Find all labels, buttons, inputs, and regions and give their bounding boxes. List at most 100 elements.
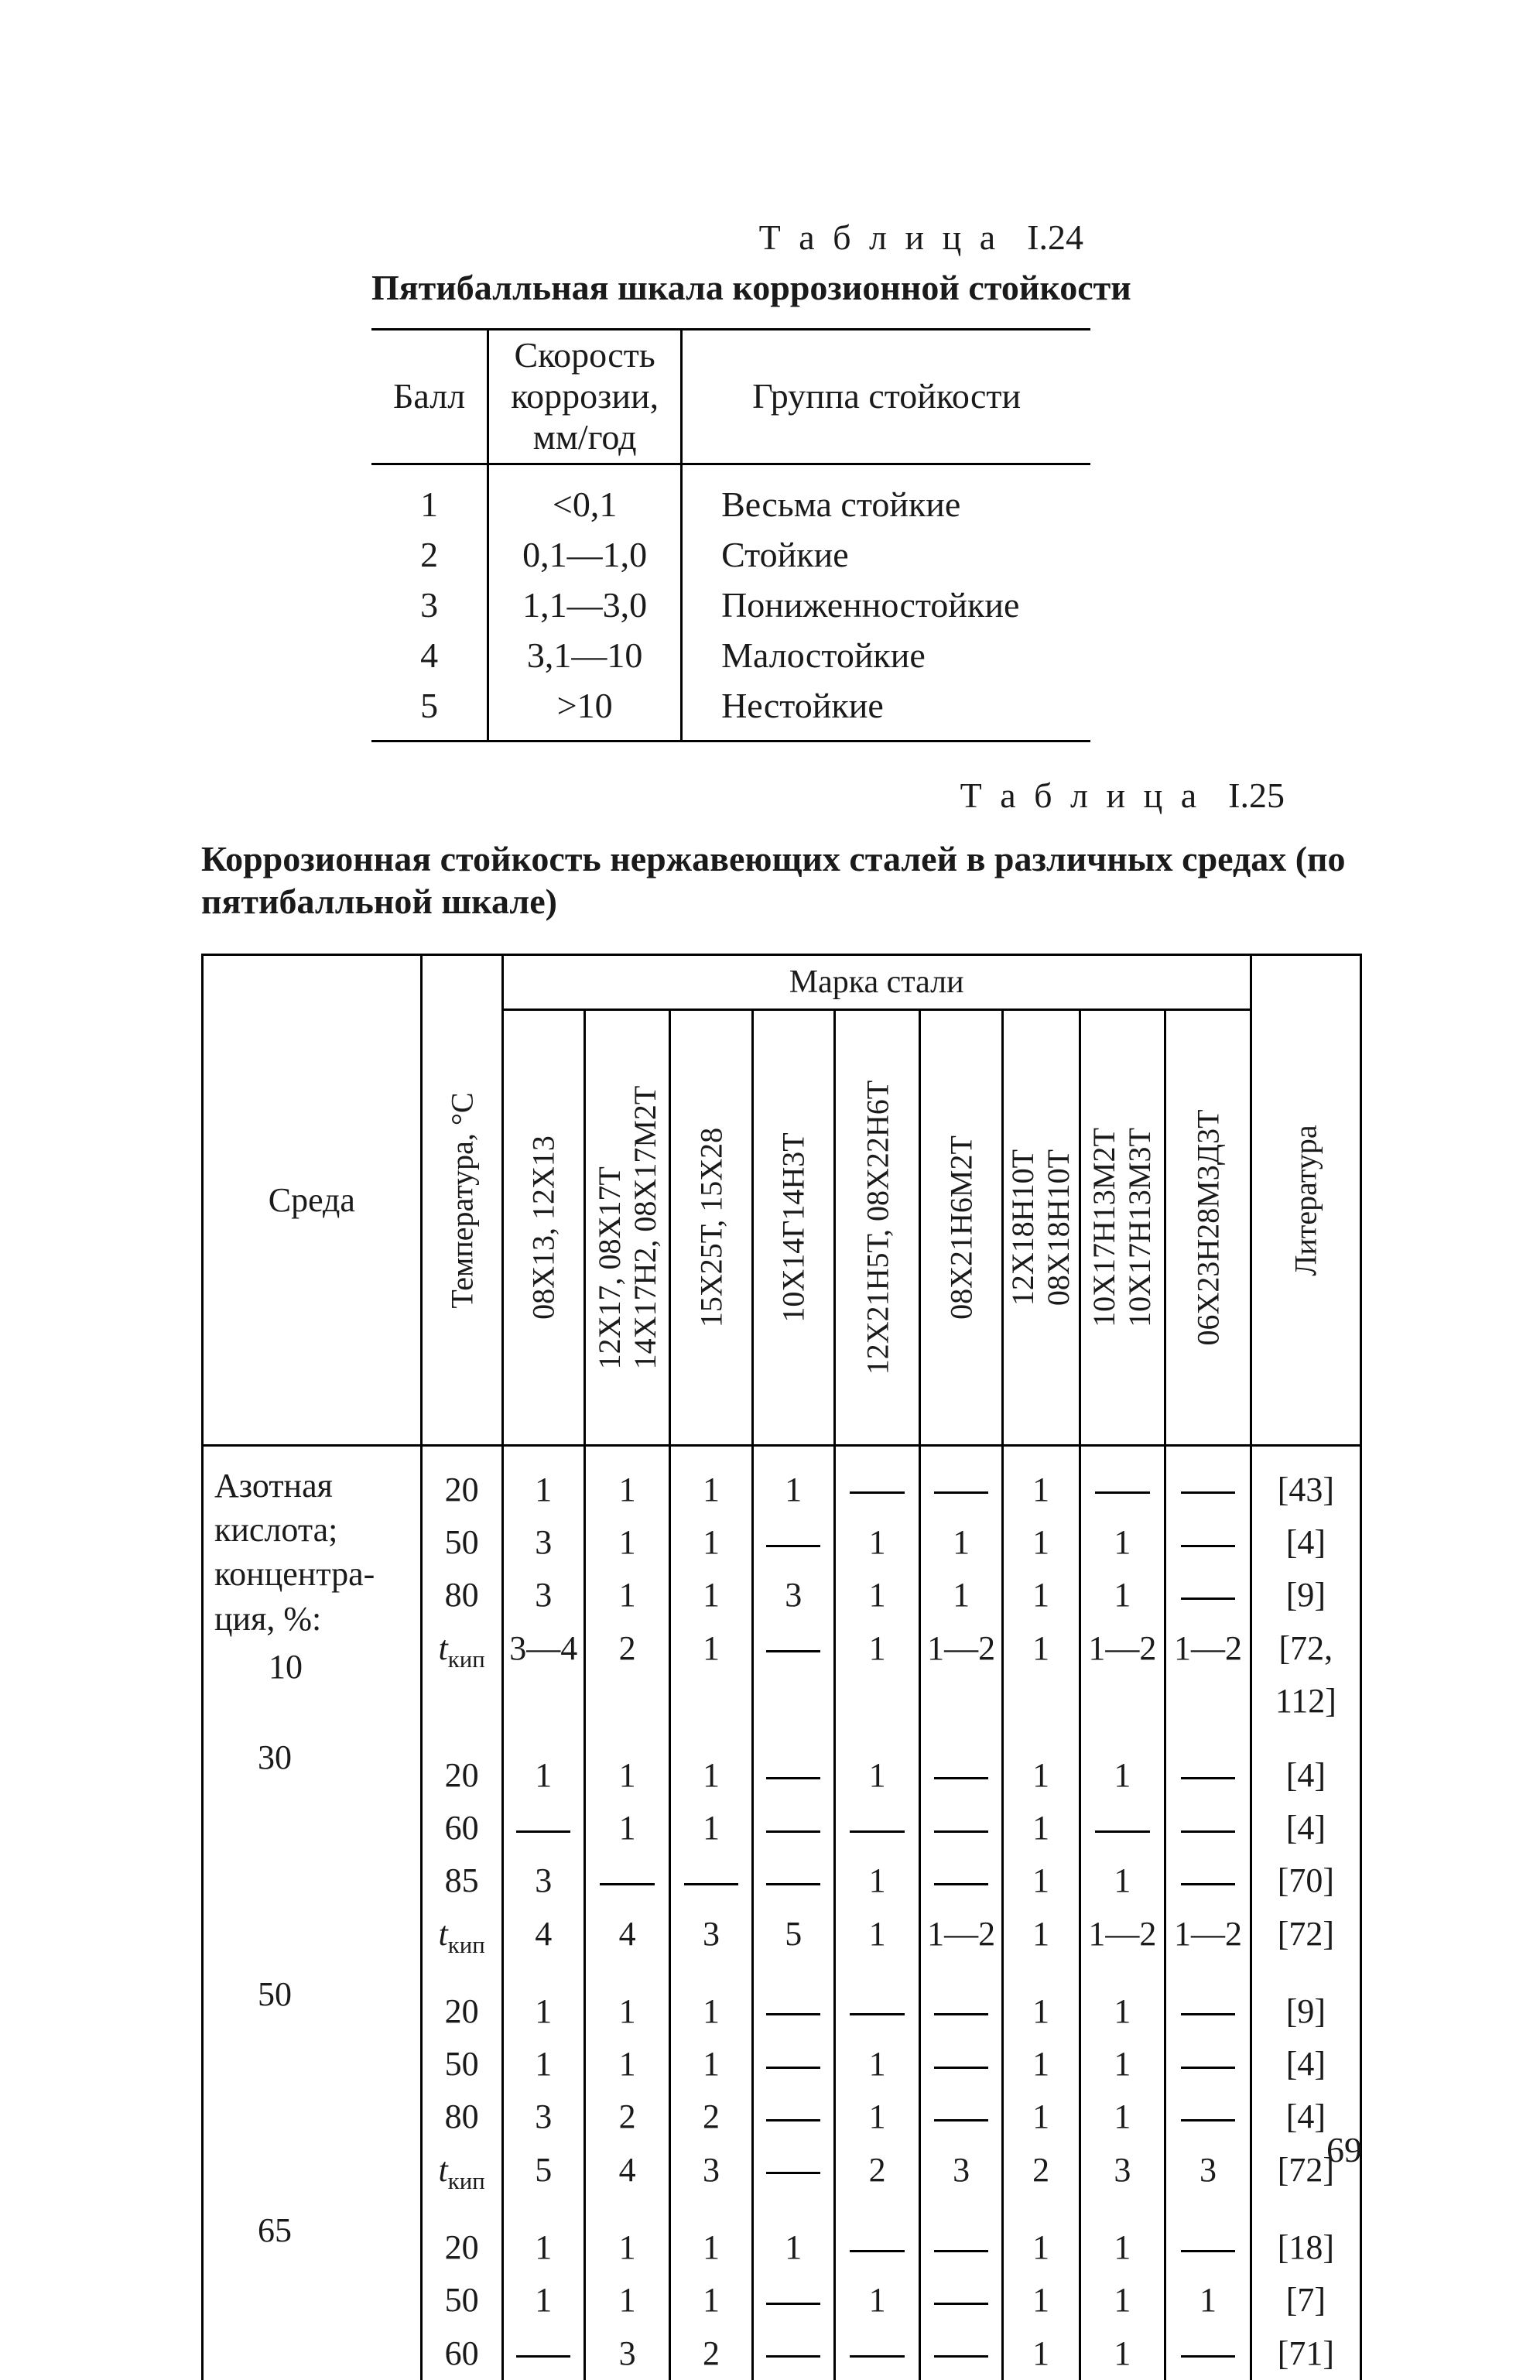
value-cell bbox=[920, 1854, 1002, 1907]
value-cell: 3 bbox=[1080, 2144, 1165, 2200]
value-cell: 1 bbox=[1080, 2091, 1165, 2143]
cell: 1,1—3,0 bbox=[488, 580, 682, 630]
value-cell bbox=[1165, 1569, 1251, 1621]
value-cell bbox=[1165, 2038, 1251, 2091]
value-cell bbox=[752, 2038, 834, 2091]
value-cell bbox=[752, 1802, 834, 1854]
value-cell: 3 bbox=[752, 1569, 834, 1621]
value-cell: 1 bbox=[1165, 2274, 1251, 2327]
label-prefix: Т а б л и ц а bbox=[759, 217, 1001, 257]
value-cell: 1 bbox=[1002, 1802, 1080, 1854]
lit-cell: [4] bbox=[1251, 1728, 1360, 1802]
temp-cell: 60 bbox=[421, 2327, 502, 2380]
value-cell: 1 bbox=[1002, 1728, 1080, 1802]
label-prefix: Т а б л и ц а bbox=[960, 776, 1202, 815]
value-cell: 1 bbox=[834, 1908, 920, 1964]
temp-cell: 85 bbox=[421, 1854, 502, 1907]
value-cell: 1 bbox=[1002, 1854, 1080, 1907]
value-cell: 1 bbox=[1002, 1446, 1080, 1517]
cell: 4 bbox=[371, 630, 488, 680]
temp-cell: 80 bbox=[421, 1569, 502, 1621]
col-steel-4: 12Х21Н5Т, 08Х22Н6Т bbox=[834, 1010, 920, 1446]
value-cell: 1 bbox=[1002, 1622, 1080, 1728]
temp-cell: 50 bbox=[421, 2038, 502, 2091]
value-cell: 1 bbox=[1080, 2327, 1165, 2380]
value-cell bbox=[1165, 2091, 1251, 2143]
col-steel-0: 08Х13, 12Х13 bbox=[502, 1010, 584, 1446]
value-cell: 3 bbox=[1165, 2144, 1251, 2200]
value-cell: 1 bbox=[1002, 2327, 1080, 2380]
label-num: I.25 bbox=[1228, 776, 1285, 815]
value-cell bbox=[1165, 1728, 1251, 1802]
temp-cell: 20 bbox=[421, 1728, 502, 1802]
cell: Весьма стойкие bbox=[682, 464, 1091, 529]
lit-cell: [9] bbox=[1251, 1964, 1360, 2038]
table-124-title: Пятибалльная шкала коррозионной стойкост… bbox=[201, 267, 1362, 308]
value-cell: 1 bbox=[1002, 1964, 1080, 2038]
temp-cell: 60 bbox=[421, 1802, 502, 1854]
steel-label: 15Х25Т, 15Х28 bbox=[693, 1128, 730, 1327]
value-cell: 3 bbox=[920, 2144, 1002, 2200]
table-124-body: 1<0,1Весьма стойкие 20,1—1,0Стойкие 31,1… bbox=[371, 464, 1090, 741]
value-cell: 1 bbox=[670, 1569, 752, 1621]
value-cell bbox=[1165, 2200, 1251, 2274]
value-cell bbox=[920, 2091, 1002, 2143]
value-cell: 1 bbox=[584, 1964, 670, 2038]
value-cell: 2 bbox=[670, 2327, 752, 2380]
conc-label: 65 bbox=[204, 2204, 292, 2257]
value-cell bbox=[834, 1446, 920, 1517]
value-cell: 1 bbox=[584, 1569, 670, 1621]
value-cell: 1 bbox=[1002, 2274, 1080, 2327]
value-cell bbox=[670, 1854, 752, 1907]
value-cell: 1 bbox=[834, 1728, 920, 1802]
value-cell bbox=[1080, 1802, 1165, 1854]
table-row: Азотнаякислота;концентра-ция, %:10305065… bbox=[203, 1446, 1361, 1517]
cell: Стойкие bbox=[682, 529, 1091, 580]
col-temp-label: Температура, °С bbox=[443, 1092, 480, 1308]
steel-label: 08Х13, 12Х13 bbox=[525, 1135, 562, 1320]
temp-cell: 20 bbox=[421, 2200, 502, 2274]
col-group: Группа стойкости bbox=[682, 330, 1091, 464]
value-cell: 1 bbox=[1002, 2091, 1080, 2143]
table-125-label: Т а б л и ц а I.25 bbox=[201, 775, 1362, 816]
table-125: Среда Температура, °С Марка стали Литера… bbox=[201, 954, 1362, 2380]
cell: 3 bbox=[371, 580, 488, 630]
lit-cell: [9] bbox=[1251, 1569, 1360, 1621]
value-cell: 2 bbox=[1002, 2144, 1080, 2200]
value-cell: 1—2 bbox=[920, 1622, 1002, 1728]
temp-cell: 80 bbox=[421, 2091, 502, 2143]
value-cell: 1—2 bbox=[1165, 1622, 1251, 1728]
value-cell bbox=[920, 2327, 1002, 2380]
value-cell bbox=[1165, 1802, 1251, 1854]
col-steel-1: 12Х17, 08Х17Т 14Х17Н2, 08Х17М2Т bbox=[584, 1010, 670, 1446]
value-cell: 1 bbox=[670, 2200, 752, 2274]
value-cell: 1 bbox=[584, 1728, 670, 1802]
value-cell: 1 bbox=[502, 2038, 584, 2091]
value-cell bbox=[752, 1854, 834, 1907]
value-cell: 1 bbox=[1002, 1908, 1080, 1964]
col-env: Среда bbox=[203, 955, 422, 1446]
conc-label: 30 bbox=[204, 1731, 292, 1784]
cell: Нестойкие bbox=[682, 680, 1091, 741]
value-cell: 1 bbox=[1080, 1569, 1165, 1621]
value-cell bbox=[584, 1854, 670, 1907]
value-cell: 3 bbox=[502, 2091, 584, 2143]
col-rate: Скорость коррозии, мм/год bbox=[488, 330, 682, 464]
value-cell: 1 bbox=[670, 2274, 752, 2327]
value-cell bbox=[1165, 2327, 1251, 2380]
col-steel-spanner: Марка стали bbox=[502, 955, 1251, 1010]
value-cell: 1—2 bbox=[1165, 1908, 1251, 1964]
value-cell: 1 bbox=[834, 1569, 920, 1621]
temp-cell: tкип bbox=[421, 1622, 502, 1728]
steel-label: 12Х17, 08Х17Т 14Х17Н2, 08Х17М2Т bbox=[592, 1086, 663, 1370]
temp-cell: tкип bbox=[421, 1908, 502, 1964]
lit-cell: [43] bbox=[1251, 1446, 1360, 1517]
value-cell: 1 bbox=[1080, 2274, 1165, 2327]
col-env-label: Среда bbox=[204, 1180, 420, 1220]
value-cell: 1 bbox=[670, 1516, 752, 1569]
value-cell: 1 bbox=[584, 2274, 670, 2327]
col-steel-3: 10Х14Г14Н3Т bbox=[752, 1010, 834, 1446]
lit-cell: [7] bbox=[1251, 2274, 1360, 2327]
steel-label: 12Х18Н10Т 08Х18Н10Т bbox=[1005, 1149, 1076, 1306]
value-cell: 1 bbox=[584, 1516, 670, 1569]
